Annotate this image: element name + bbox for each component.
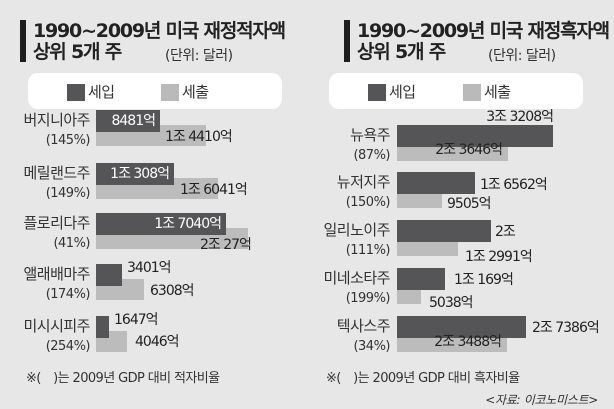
income-value-label: 1647억 <box>114 312 159 328</box>
legend-deficit: 세입 세출 <box>28 73 282 109</box>
footnote-deficit: ※( )는 2009년 GDP 대비 적자비율 <box>26 371 220 386</box>
expenditure-value-label: 6308억 <box>150 283 195 299</box>
gdp-ratio: (34%) <box>353 339 390 354</box>
state-name: 메릴랜드주 <box>23 164 90 182</box>
income-bar <box>96 213 226 235</box>
expenditure-value-label: 5038억 <box>429 295 474 311</box>
income-value-label: 2조 7386억 <box>532 320 600 336</box>
income-bar <box>397 316 526 338</box>
gdp-ratio: (111%) <box>345 243 391 258</box>
gdp-ratio: (254%) <box>45 339 91 354</box>
source-credit: <자료: 이코노미스트> <box>485 393 598 407</box>
state-name: 미시시피주 <box>23 317 90 335</box>
legend-expenditure-label: 세출 <box>484 83 511 101</box>
income-bar <box>397 220 491 242</box>
gdp-ratio: (145%) <box>45 133 91 148</box>
chart-subtitle-surplus: 상위 5개 주 <box>357 41 446 63</box>
chart-title-deficit: 1990~2009년 미국 재정적자액 <box>33 20 286 42</box>
expenditure-value-label: 4046억 <box>135 334 180 350</box>
income-value-label: 1조 7040억 <box>154 216 222 232</box>
legend-expenditure-swatch <box>463 84 481 101</box>
state-name: 뉴저지주 <box>336 173 391 191</box>
gdp-ratio: (174%) <box>45 287 91 302</box>
expenditure-value-label: 2조 3646억 <box>435 142 503 158</box>
legend-expenditure-label: 세출 <box>182 83 209 101</box>
legend-surplus: 세입 세출 <box>329 73 583 109</box>
unit-label-surplus: (단위: 달러) <box>488 48 556 64</box>
income-value-label: 1조 308억 <box>110 166 170 182</box>
gdp-ratio: (41%) <box>53 236 90 251</box>
chart-title-surplus: 1990~2009년 미국 재정흑자액 <box>357 20 610 42</box>
gdp-ratio: (149%) <box>45 186 91 201</box>
state-name: 일리노이주 <box>323 221 390 239</box>
state-name: 미네소타주 <box>323 269 390 287</box>
gdp-ratio: (199%) <box>345 291 391 306</box>
income-value-label: 1조 169억 <box>454 272 514 288</box>
title-accent-bar <box>20 20 26 62</box>
income-bar <box>96 163 174 185</box>
income-bar <box>96 264 122 286</box>
expenditure-value-label: 1조 6041억 <box>180 182 248 198</box>
income-bar <box>96 110 160 132</box>
state-name: 텍사스주 <box>336 317 391 335</box>
gdp-ratio: (150%) <box>345 195 391 210</box>
state-name: 앨래배마주 <box>23 265 90 283</box>
legend-income-swatch <box>67 84 85 101</box>
expenditure-value-label: 1조 2991억 <box>465 249 533 265</box>
income-bar <box>397 172 475 194</box>
income-bar <box>397 125 553 147</box>
legend-income-swatch <box>368 84 386 101</box>
income-value-label: 8481억 <box>111 113 156 129</box>
expenditure-value-label: 9505억 <box>447 196 492 212</box>
legend-expenditure-swatch <box>161 84 179 101</box>
income-bar <box>397 268 445 290</box>
legend-income-label: 세입 <box>389 83 416 101</box>
state-name: 뉴욕주 <box>350 126 390 144</box>
state-name: 플로리다주 <box>23 214 90 232</box>
income-bar <box>96 316 109 338</box>
legend-income-label: 세입 <box>88 83 115 101</box>
income-value-label: 3401억 <box>127 260 172 276</box>
title-accent-bar <box>344 20 350 62</box>
unit-label-deficit: (단위: 달러) <box>165 48 233 64</box>
state-name: 버지니아주 <box>23 111 90 129</box>
income-value-label: 1조 6562억 <box>480 177 548 193</box>
expenditure-value-label: 2조 27억 <box>200 237 252 253</box>
income-value-label: 2조 <box>495 224 516 240</box>
gdp-ratio: (87%) <box>353 148 390 163</box>
footnote-surplus: ※( )는 2009년 GDP 대비 흑자비율 <box>326 371 520 386</box>
chart-subtitle-deficit: 상위 5개 주 <box>33 41 122 63</box>
income-value-label: 3조 3208억 <box>486 109 554 125</box>
expenditure-value-label: 2조 3488억 <box>434 334 502 350</box>
expenditure-value-label: 1조 4410억 <box>165 129 233 145</box>
